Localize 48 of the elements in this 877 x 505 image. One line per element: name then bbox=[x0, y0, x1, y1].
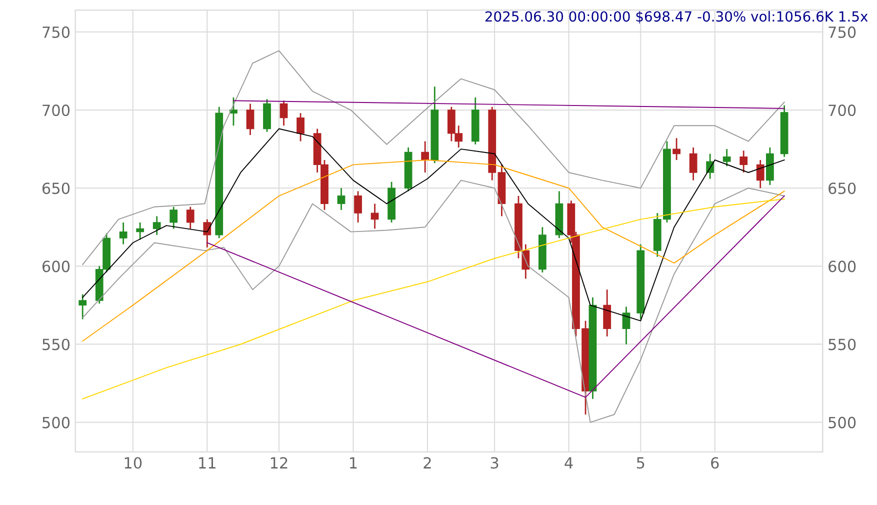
y2-tick-label: 550 bbox=[828, 338, 856, 350]
y2-tick-label: 650 bbox=[828, 182, 856, 194]
candlestick bbox=[603, 288, 612, 338]
candlestick bbox=[337, 187, 346, 211]
candlestick bbox=[756, 159, 764, 189]
y-tick-label: 550 bbox=[42, 338, 70, 350]
candlestick bbox=[186, 206, 194, 230]
y2-tick-label: 750 bbox=[828, 26, 856, 38]
y-tick-label: 650 bbox=[42, 182, 70, 194]
candlestick bbox=[136, 222, 144, 240]
candlestick bbox=[203, 218, 212, 248]
candlestick bbox=[170, 206, 178, 230]
x-tick-label: 2 bbox=[424, 457, 431, 468]
x-tick-label: 12 bbox=[270, 457, 288, 468]
x-tick-label: 4 bbox=[564, 457, 573, 468]
y2-tick-label: 700 bbox=[828, 104, 856, 116]
x-tick-label: 5 bbox=[636, 457, 644, 469]
candlestick bbox=[622, 306, 630, 345]
candlestick bbox=[370, 203, 379, 230]
candlestick bbox=[689, 146, 698, 181]
candlestick bbox=[296, 112, 304, 142]
y-tick-label: 700 bbox=[42, 104, 70, 116]
line-series bbox=[82, 128, 785, 322]
x-tick-label: 3 bbox=[490, 457, 498, 469]
line-series bbox=[82, 50, 785, 266]
candlestick bbox=[421, 140, 430, 174]
y2-tick-label: 600 bbox=[828, 260, 856, 272]
candlestick bbox=[354, 190, 362, 224]
y2-tick-label: 500 bbox=[828, 416, 856, 428]
candlestick bbox=[672, 137, 680, 161]
candlestick bbox=[246, 103, 254, 136]
x-tick-label: 10 bbox=[124, 457, 142, 469]
candlestick bbox=[740, 150, 748, 174]
candlestick bbox=[722, 148, 731, 167]
y-tick-label: 750 bbox=[42, 26, 70, 38]
candlestick bbox=[78, 294, 87, 320]
y-tick-label: 600 bbox=[42, 260, 70, 272]
y-tick-label: 500 bbox=[42, 416, 70, 428]
candlestick bbox=[230, 96, 238, 126]
x-tick-label: 1 bbox=[350, 457, 357, 468]
candlestick bbox=[280, 100, 288, 126]
line-series bbox=[82, 180, 785, 423]
chart-title: 2025.06.30 00:00:00 $698.47 -0.30% vol:1056.6K 1.5x bbox=[485, 10, 868, 24]
candlestick bbox=[119, 222, 128, 246]
line-series bbox=[82, 198, 785, 400]
x-tick-label: 11 bbox=[199, 457, 216, 468]
candlestick bbox=[152, 216, 161, 236]
x-tick-label: 6 bbox=[711, 457, 719, 469]
